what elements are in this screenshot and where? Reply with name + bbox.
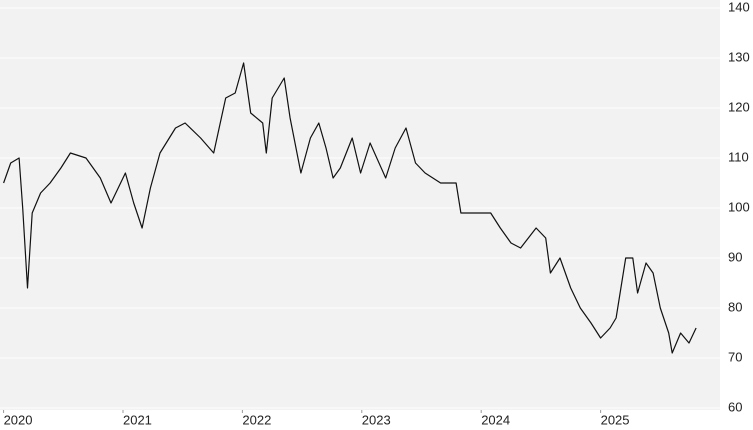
x-tick-label: 2020 <box>4 412 33 427</box>
price-line <box>3 62 697 354</box>
y-tick-label: 90 <box>728 249 742 264</box>
x-tick-label: 2024 <box>481 412 510 427</box>
plot-area <box>0 0 720 410</box>
y-tick-label: 130 <box>728 49 750 64</box>
y-tick-label: 120 <box>728 99 750 114</box>
x-tick-label: 2023 <box>362 412 391 427</box>
y-tick-label: 100 <box>728 199 750 214</box>
x-tick-label: 2021 <box>123 412 152 427</box>
x-tick-label: 2025 <box>601 412 630 427</box>
y-tick-label: 70 <box>728 349 742 364</box>
y-tick-label: 60 <box>728 399 742 414</box>
y-tick-label: 110 <box>728 149 749 164</box>
y-tick-label: 80 <box>728 299 742 314</box>
x-tick-label: 2022 <box>242 412 271 427</box>
y-tick-label: 140 <box>728 0 750 14</box>
